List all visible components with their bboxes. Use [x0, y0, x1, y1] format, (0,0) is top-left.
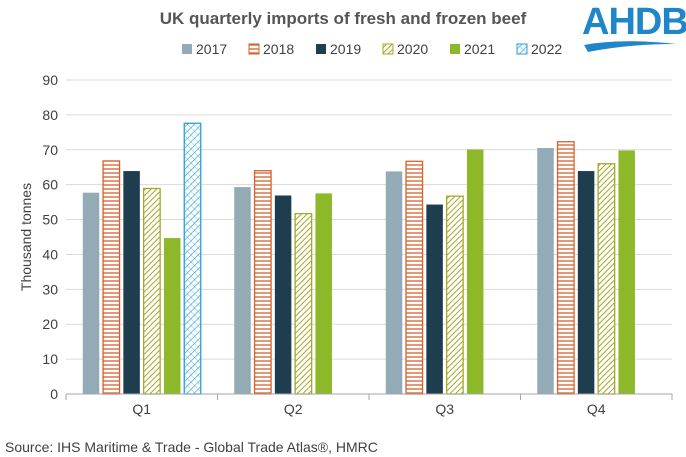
legend-swatch-2022 — [516, 43, 528, 55]
bar-2020-Q4 — [597, 163, 616, 395]
bar-2019-Q3 — [426, 204, 443, 394]
y-tick-label: 10 — [42, 351, 58, 367]
legend-label-2019: 2019 — [330, 41, 361, 57]
source-note: Source: IHS Maritime & Trade - Global Tr… — [5, 439, 378, 455]
x-tick-label: Q4 — [587, 401, 606, 417]
y-tick-label: 80 — [42, 107, 58, 123]
legend-swatch-2020 — [382, 43, 394, 55]
bar-2018-Q2 — [253, 170, 272, 395]
bar-2017-Q1 — [82, 192, 100, 394]
bar-2022-Q1 — [183, 122, 202, 395]
bar-2020-Q2 — [294, 212, 313, 395]
bar-2017-Q4 — [537, 148, 554, 394]
bar-2018-Q3 — [405, 160, 424, 395]
bar-2021-Q2 — [315, 193, 332, 394]
logo-text: AHDB — [582, 1, 686, 43]
bar-2021-Q1 — [163, 238, 181, 394]
legend-label-2017: 2017 — [196, 41, 227, 57]
bar-2018-Q1 — [102, 160, 121, 395]
bar-2021-Q3 — [466, 149, 484, 394]
legend-label-2018: 2018 — [263, 41, 294, 57]
y-tick-label: 50 — [42, 212, 58, 228]
y-tick-label: 0 — [50, 386, 58, 402]
legend-swatch-2019 — [316, 44, 326, 54]
y-tick-label: 70 — [42, 142, 58, 158]
logo-swoosh-icon — [584, 41, 676, 52]
y-axis-label: Thousand tonnes — [18, 183, 34, 291]
y-tick-label: 90 — [42, 72, 58, 88]
bar-2017-Q3 — [385, 171, 403, 394]
y-tick-label: 20 — [42, 316, 58, 332]
legend-swatch-2018 — [248, 43, 260, 55]
bars — [82, 122, 635, 395]
legend-swatch-2017 — [182, 44, 192, 54]
legend-swatch-2021 — [450, 44, 460, 54]
legend-label-2021: 2021 — [464, 41, 495, 57]
chart-title: UK quarterly imports of fresh and frozen… — [160, 9, 527, 28]
y-axis-ticks: 0 10 20 30 40 50 60 70 80 90 — [42, 72, 58, 402]
bar-2019-Q4 — [577, 171, 595, 394]
bar-2020-Q1 — [142, 187, 161, 395]
bar-2020-Q3 — [445, 195, 464, 395]
x-tick-label: Q1 — [132, 401, 151, 417]
bar-2017-Q2 — [234, 187, 251, 394]
bar-2019-Q1 — [123, 171, 140, 394]
bar-2019-Q2 — [274, 195, 292, 394]
bar-2018-Q4 — [556, 141, 575, 395]
y-tick-label: 60 — [42, 177, 58, 193]
x-tick-label: Q3 — [435, 401, 454, 417]
legend-label-2022: 2022 — [531, 41, 562, 57]
legend: 2017 2018 2019 2020 2021 2022 — [182, 41, 562, 57]
ahdb-logo: AHDB — [582, 1, 686, 52]
bar-2021-Q4 — [618, 150, 635, 394]
legend-label-2020: 2020 — [397, 41, 428, 57]
x-tick-label: Q2 — [284, 401, 303, 417]
x-axis: Q1 Q2 Q3 Q4 — [65, 393, 673, 417]
y-tick-label: 40 — [42, 246, 58, 262]
y-tick-label: 30 — [42, 281, 58, 297]
